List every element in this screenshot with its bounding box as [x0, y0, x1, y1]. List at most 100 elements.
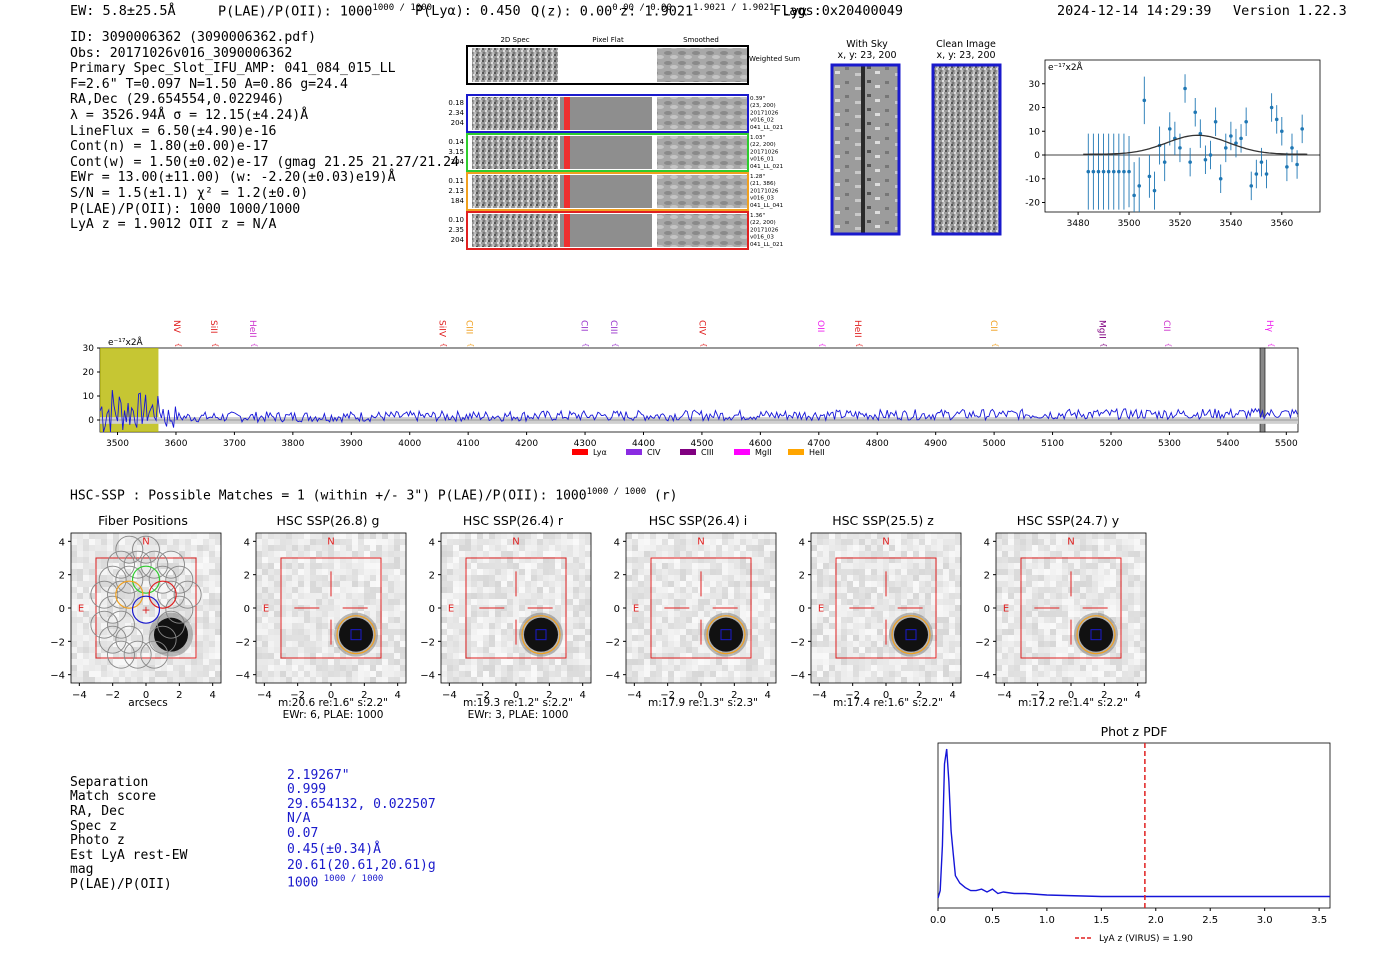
cutout-pixel — [698, 533, 704, 539]
info-line: LineFlux = 6.50(±4.90)e-16 — [70, 123, 277, 139]
cutout-pixel — [865, 611, 871, 617]
cutout-pixel — [692, 677, 698, 683]
cutout-pixel — [1062, 641, 1068, 647]
cutout-pixel — [883, 539, 889, 545]
cutout-pixel — [256, 629, 262, 635]
cutout-pixel — [453, 569, 459, 575]
cutout-pixel — [817, 587, 823, 593]
cutout-pixel — [292, 623, 298, 629]
cutout-pixel — [573, 599, 579, 605]
cutout-pixel — [943, 653, 949, 659]
cutout-pixel — [1044, 611, 1050, 617]
cutout-pixel — [441, 647, 447, 653]
cutout-pixel — [316, 575, 322, 581]
cutout-pixel — [1062, 635, 1068, 641]
cutout-pixel — [949, 629, 955, 635]
cutout-pixel — [316, 629, 322, 635]
spectral-line-label: Hγ — [1264, 320, 1274, 333]
cutout-pixel — [203, 551, 209, 557]
cutout-pixel — [1008, 569, 1014, 575]
cutout-pixel — [877, 635, 883, 641]
cutout-pixel — [1050, 635, 1056, 641]
cutout-pixel — [746, 593, 752, 599]
cutout-pixel — [877, 581, 883, 587]
cutout-pixel — [740, 653, 746, 659]
cutout-pixel — [1092, 581, 1098, 587]
cutout-pixel — [1050, 545, 1056, 551]
cutout-pixel — [1092, 557, 1098, 563]
crosshair — [294, 571, 368, 645]
cutout-pixel — [1032, 647, 1038, 653]
full-spectrum-legend: Lyα CIV CIII MgII HeII — [572, 448, 825, 457]
cutout-pixel — [1110, 677, 1116, 683]
cutout-pixel — [919, 575, 925, 581]
cutout-pixel — [585, 587, 591, 593]
cutout-pixel — [304, 671, 310, 677]
cutout-pixel — [298, 641, 304, 647]
cutout-pixel — [215, 563, 221, 569]
cutout-pixel — [638, 617, 644, 623]
cutout-pixel — [322, 539, 328, 545]
cutout-pixel — [376, 647, 382, 653]
y-tick-label: 2 — [799, 571, 805, 582]
cutout-pixel — [704, 617, 710, 623]
cutout-pixel — [1122, 557, 1128, 563]
cutout-pixel — [525, 569, 531, 575]
cutout-pixel — [549, 539, 555, 545]
cutout-pixel — [101, 557, 107, 563]
cutout-pixel — [489, 635, 495, 641]
cutout-pixel — [1074, 587, 1080, 593]
cutout-pixel — [770, 629, 776, 635]
cutout-pixel — [823, 623, 829, 629]
data-point — [1183, 86, 1187, 91]
cutout-pixel — [650, 671, 656, 677]
cutout-pixel — [1128, 575, 1134, 581]
cutout-pixel — [716, 557, 722, 563]
cutout-pixel — [1038, 581, 1044, 587]
cutout-pixel — [662, 617, 668, 623]
cutout-pixel — [304, 677, 310, 683]
cutout-pixel — [334, 557, 340, 563]
cutout-pixel — [638, 551, 644, 557]
cutout-pixel — [340, 593, 346, 599]
cutout-pixel — [829, 677, 835, 683]
cutout-pixel — [698, 545, 704, 551]
cutout-pixel — [209, 629, 215, 635]
cutout-pixel — [101, 563, 107, 569]
cutout-pixel — [1020, 599, 1026, 605]
cutout-pixel — [370, 557, 376, 563]
cutout-pixel — [370, 671, 376, 677]
cutout-pixel — [1074, 545, 1080, 551]
cutout-pixel — [1122, 611, 1128, 617]
cutout-pixel — [447, 587, 453, 593]
cutout-pixel — [1026, 617, 1032, 623]
cutout-pixel — [555, 665, 561, 671]
cutout-pixel — [1056, 665, 1062, 671]
cutout-pixel — [322, 617, 328, 623]
y-tick-label: −2 — [50, 637, 65, 648]
cutout-pixel — [483, 671, 489, 677]
cutout-pixel — [280, 677, 286, 683]
detection-info: ID: 3090006362 (3090006362.pdf) Obs: 201… — [70, 30, 483, 233]
cutout-pixel — [579, 635, 585, 641]
cutout-pixel — [1044, 617, 1050, 623]
cutout-pixel — [358, 587, 364, 593]
cutout-pixel — [1050, 629, 1056, 635]
cutout-pixel — [131, 605, 137, 611]
cutout-pixel — [1116, 665, 1122, 671]
spec-row-left-label: 2.13 — [448, 187, 464, 195]
cutout-pixel — [1134, 599, 1140, 605]
cutout-pixel — [179, 659, 185, 665]
cutout-pixel — [1038, 593, 1044, 599]
cutout-pixel — [668, 665, 674, 671]
cutout-pixel — [1062, 539, 1068, 545]
cutout-pixel — [203, 539, 209, 545]
cutout-pixel — [937, 569, 943, 575]
cutout-pixel — [1122, 653, 1128, 659]
cutout-pixel — [346, 569, 352, 575]
cutout-pixel — [137, 587, 143, 593]
cutout-pixel — [811, 587, 817, 593]
cutout-pixel — [841, 677, 847, 683]
cutout-pixel — [877, 605, 883, 611]
cutout-pixel — [1128, 671, 1134, 677]
